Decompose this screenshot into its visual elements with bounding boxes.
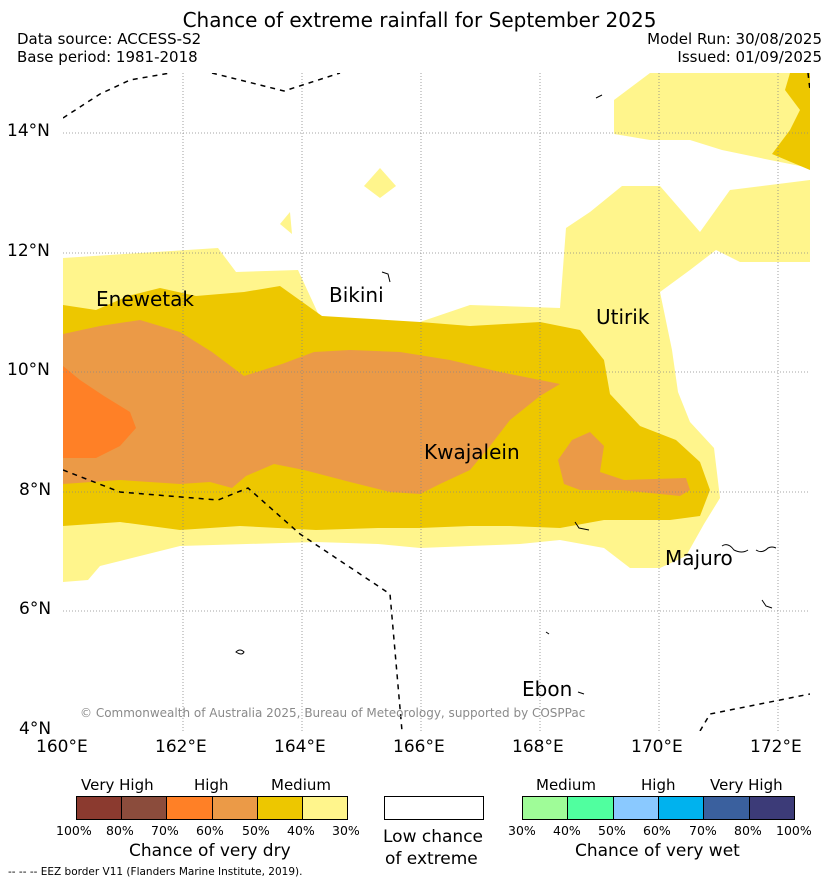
- lon-label-172e: 172°E: [750, 737, 802, 757]
- region-dry-50-60-east: [558, 432, 690, 496]
- eez-border: [63, 73, 810, 731]
- wet-tick-80: 80%: [734, 823, 762, 838]
- dry-tick-70: 70%: [151, 823, 179, 838]
- lon-label-168e: 168°E: [512, 737, 564, 757]
- map-plot-area: [63, 73, 810, 731]
- dry-colorbar: [76, 796, 348, 820]
- dry-tick-30: 30%: [332, 823, 360, 838]
- place-bikini: Bikini: [329, 283, 384, 307]
- lon-label-164e: 164°E: [274, 737, 326, 757]
- wet-tick-70: 70%: [689, 823, 717, 838]
- dry-swatch-2: [167, 797, 213, 819]
- region-dry-40-50-north: [772, 73, 810, 170]
- region-dry-50-60: [63, 320, 560, 494]
- dry-swatch-0: [77, 797, 123, 819]
- place-kwajalein: Kwajalein: [424, 440, 520, 464]
- dry-swatch-1: [122, 797, 168, 819]
- lat-label-4n: 4°N: [19, 719, 52, 739]
- place-majuro: Majuro: [665, 546, 733, 570]
- region-dry-30-40-small2: [280, 212, 292, 234]
- wet-swatch-4: [704, 797, 750, 819]
- base-period: Base period: 1981-2018: [17, 48, 198, 66]
- low-chance-line2: of extreme: [385, 849, 478, 869]
- dry-level-very-high: Very High: [81, 776, 154, 794]
- wet-swatch-3: [658, 797, 705, 819]
- wet-colorbar: [522, 796, 795, 820]
- region-dry-30-40-north: [614, 73, 810, 168]
- wet-level-high: High: [641, 776, 676, 794]
- region-dry-30-40-small: [364, 168, 396, 198]
- dry-tick-100: 100%: [56, 823, 92, 838]
- lat-label-6n: 6°N: [19, 599, 52, 619]
- wet-level-medium: Medium: [536, 776, 596, 794]
- place-utirik: Utirik: [596, 305, 650, 329]
- wet-level-very-high: Very High: [710, 776, 783, 794]
- wet-caption: Chance of very wet: [575, 841, 740, 861]
- model-run: Model Run: 30/08/2025: [647, 30, 822, 48]
- copyright-notice: © Commonwealth of Australia 2025, Bureau…: [80, 706, 586, 720]
- low-chance-line1: Low chance: [383, 827, 483, 847]
- lat-label-12n: 12°N: [7, 241, 50, 261]
- dry-swatch-5: [302, 797, 348, 819]
- dry-swatch-4: [257, 797, 303, 819]
- lon-label-160e: 160°E: [36, 737, 88, 757]
- lat-label-8n: 8°N: [19, 480, 52, 500]
- wet-swatch-5: [749, 797, 794, 819]
- low-chance-swatch: [384, 796, 484, 820]
- map-title: Chance of extreme rainfall for September…: [182, 8, 657, 32]
- dry-caption: Chance of very dry: [129, 841, 291, 861]
- lon-label-166e: 166°E: [393, 737, 445, 757]
- issued-date: Issued: 01/09/2025: [677, 48, 822, 66]
- dry-level-medium: Medium: [271, 776, 331, 794]
- dry-level-high: High: [194, 776, 229, 794]
- eez-footnote: -- -- -- EEZ border V11 (Flanders Marine…: [8, 866, 303, 878]
- dry-tick-60: 60%: [196, 823, 224, 838]
- wet-tick-40: 40%: [553, 823, 581, 838]
- region-dry-60-70: [63, 366, 136, 458]
- lon-label-162e: 162°E: [155, 737, 207, 757]
- wet-tick-50: 50%: [598, 823, 626, 838]
- dry-tick-50: 50%: [242, 823, 270, 838]
- wet-tick-30: 30%: [508, 823, 536, 838]
- dry-swatch-3: [212, 797, 258, 819]
- dry-tick-80: 80%: [106, 823, 134, 838]
- wet-swatch-1: [568, 797, 614, 819]
- islands: [235, 94, 777, 695]
- place-enewetak: Enewetak: [96, 287, 194, 311]
- wet-tick-60: 60%: [643, 823, 671, 838]
- data-source: Data source: ACCESS-S2: [17, 30, 202, 48]
- wet-swatch-2: [613, 797, 659, 819]
- wet-swatch-0: [523, 797, 569, 819]
- place-ebon: Ebon: [522, 677, 573, 701]
- lat-label-14n: 14°N: [7, 121, 50, 141]
- lat-label-10n: 10°N: [7, 360, 50, 380]
- wet-tick-100: 100%: [776, 823, 812, 838]
- dry-tick-40: 40%: [287, 823, 315, 838]
- lon-label-170e: 170°E: [631, 737, 683, 757]
